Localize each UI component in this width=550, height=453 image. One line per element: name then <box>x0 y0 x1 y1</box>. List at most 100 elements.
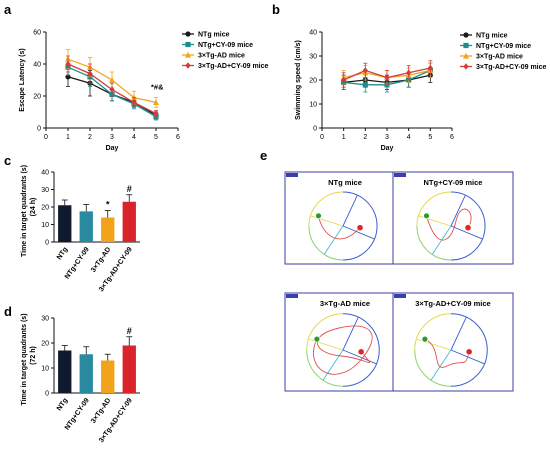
chart-swimming-speed: 0 1 2 3 4 5 6 0 10 20 30 40 Day Swimming speed (cm/s)… <box>295 30 547 153</box>
panel-letter-e: e <box>260 148 267 163</box>
track-corner-tag <box>394 173 406 177</box>
platform-point <box>465 348 473 356</box>
track-frame <box>392 171 514 265</box>
pool-arc <box>416 191 452 227</box>
data-point <box>65 60 71 68</box>
y-tick-label: 0 <box>313 126 317 133</box>
y-tick-label: 10 <box>41 366 49 373</box>
legend-label: NTg+CY-09 mice <box>476 43 531 50</box>
bar <box>58 350 72 393</box>
x-category-label: 3×Tg-AD <box>90 397 112 425</box>
y-tick-label: 40 <box>33 62 41 69</box>
panel-letter-d: d <box>4 304 12 319</box>
y-axis-label: Swimming speed (cm/s) <box>295 40 302 120</box>
platform-point <box>356 224 364 232</box>
data-point <box>362 67 368 74</box>
track-panel: NTg+CY-09 mice <box>392 171 514 265</box>
y-axis-label: Time in target quadrants (s) <box>21 313 28 405</box>
swim-path <box>426 208 472 241</box>
quadrant-divider <box>450 317 467 351</box>
swim-path <box>424 338 470 368</box>
pool-arc <box>416 225 452 261</box>
legend-item: 3×Tg-AD mice <box>460 52 523 61</box>
legend-label: NTg mice <box>198 32 230 39</box>
track-panel: NTg mice <box>284 171 406 265</box>
panel-letter-a: a <box>4 2 12 17</box>
track-title: 3×Tg-AD+CY-09 mice <box>415 299 490 308</box>
pool-arc <box>342 225 378 261</box>
x-tick-label: 4 <box>407 134 411 141</box>
swim-track-panels: NTg mice NTg+CY-09 mice 3×Tg-AD mice 3×Tg-A… <box>284 171 514 392</box>
platform-point <box>357 348 365 356</box>
track-panel: 3×Tg-AD mice <box>284 292 406 392</box>
legend-item: 3×Tg-AD+CY-09 mice <box>460 63 547 71</box>
data-point <box>362 82 368 88</box>
quadrant-divider <box>342 349 377 365</box>
significance-annotation: *#& <box>151 83 164 92</box>
data-point <box>384 74 390 81</box>
data-point <box>87 70 93 77</box>
legend-label: NTg mice <box>476 33 508 40</box>
track-corner-tag <box>394 294 406 298</box>
bar <box>101 360 115 393</box>
pool-arc <box>306 349 344 387</box>
quadrant-divider <box>342 317 359 351</box>
track-panel: 3×Tg-AD+CY-09 mice <box>392 292 514 392</box>
x-tick-label: 6 <box>450 134 454 141</box>
bar <box>122 201 136 242</box>
data-point <box>406 69 412 76</box>
legend-marker <box>463 52 469 59</box>
chart-target-quadrant-24h: 0 10 20 30 40 Time in target quadrants (s) (24… <box>21 165 140 293</box>
significance-annotation: * <box>106 200 110 210</box>
x-tick-label: 3 <box>385 134 389 141</box>
y-axis-label: Escape Latency (s) <box>19 48 26 111</box>
x-tick-label: 2 <box>363 134 367 141</box>
swim-path <box>318 215 361 240</box>
x-category-label: NTg <box>56 246 70 261</box>
bar <box>122 345 136 393</box>
quadrant-divider <box>323 225 344 255</box>
y-tick-label: 40 <box>309 30 317 37</box>
track-corner-tag <box>286 173 298 177</box>
bar <box>58 205 72 242</box>
data-point <box>153 110 159 117</box>
y-tick-label: 30 <box>41 187 49 194</box>
y-tick-label: 0 <box>45 391 49 398</box>
legend-marker <box>463 42 469 49</box>
x-tick-label: 3 <box>110 134 114 141</box>
swim-path <box>313 325 373 375</box>
y-tick-label: 60 <box>33 30 41 37</box>
legend-label: NTg+CY-09 mice <box>198 42 253 49</box>
x-tick-label: 4 <box>132 134 136 141</box>
y-tick-label: 10 <box>41 222 49 229</box>
legend-marker <box>185 62 191 69</box>
start-point <box>315 212 322 220</box>
legend-item: NTg+CY-09 mice <box>182 41 253 49</box>
data-point <box>109 86 115 93</box>
y-tick-label: 20 <box>309 78 317 85</box>
y-tick-label: 0 <box>37 126 41 133</box>
platform-point <box>464 224 472 232</box>
x-axis-label: Day <box>381 145 394 152</box>
track-corner-tag <box>286 294 298 298</box>
y-tick-label: 20 <box>33 94 41 101</box>
legend-item: 3×Tg-AD mice <box>182 51 245 60</box>
bar <box>79 354 93 393</box>
legend-label: 3×Tg-AD mice <box>198 53 245 60</box>
x-tick-label: 6 <box>176 134 180 141</box>
pool-arc <box>450 313 488 351</box>
data-point <box>131 99 137 106</box>
bar <box>101 217 115 242</box>
legend-label: 3×Tg-AD mice <box>476 54 523 61</box>
start-point <box>421 335 429 343</box>
y-tick-label: 30 <box>309 54 317 61</box>
quadrant-divider <box>322 349 344 381</box>
pool-arc <box>342 191 378 227</box>
quadrant-divider <box>430 349 452 381</box>
data-point <box>427 64 433 72</box>
panel-letter-c: c <box>4 153 11 168</box>
legend-item: NTg mice <box>182 31 230 39</box>
legend-marker <box>463 32 469 38</box>
quadrant-divider <box>342 195 358 227</box>
